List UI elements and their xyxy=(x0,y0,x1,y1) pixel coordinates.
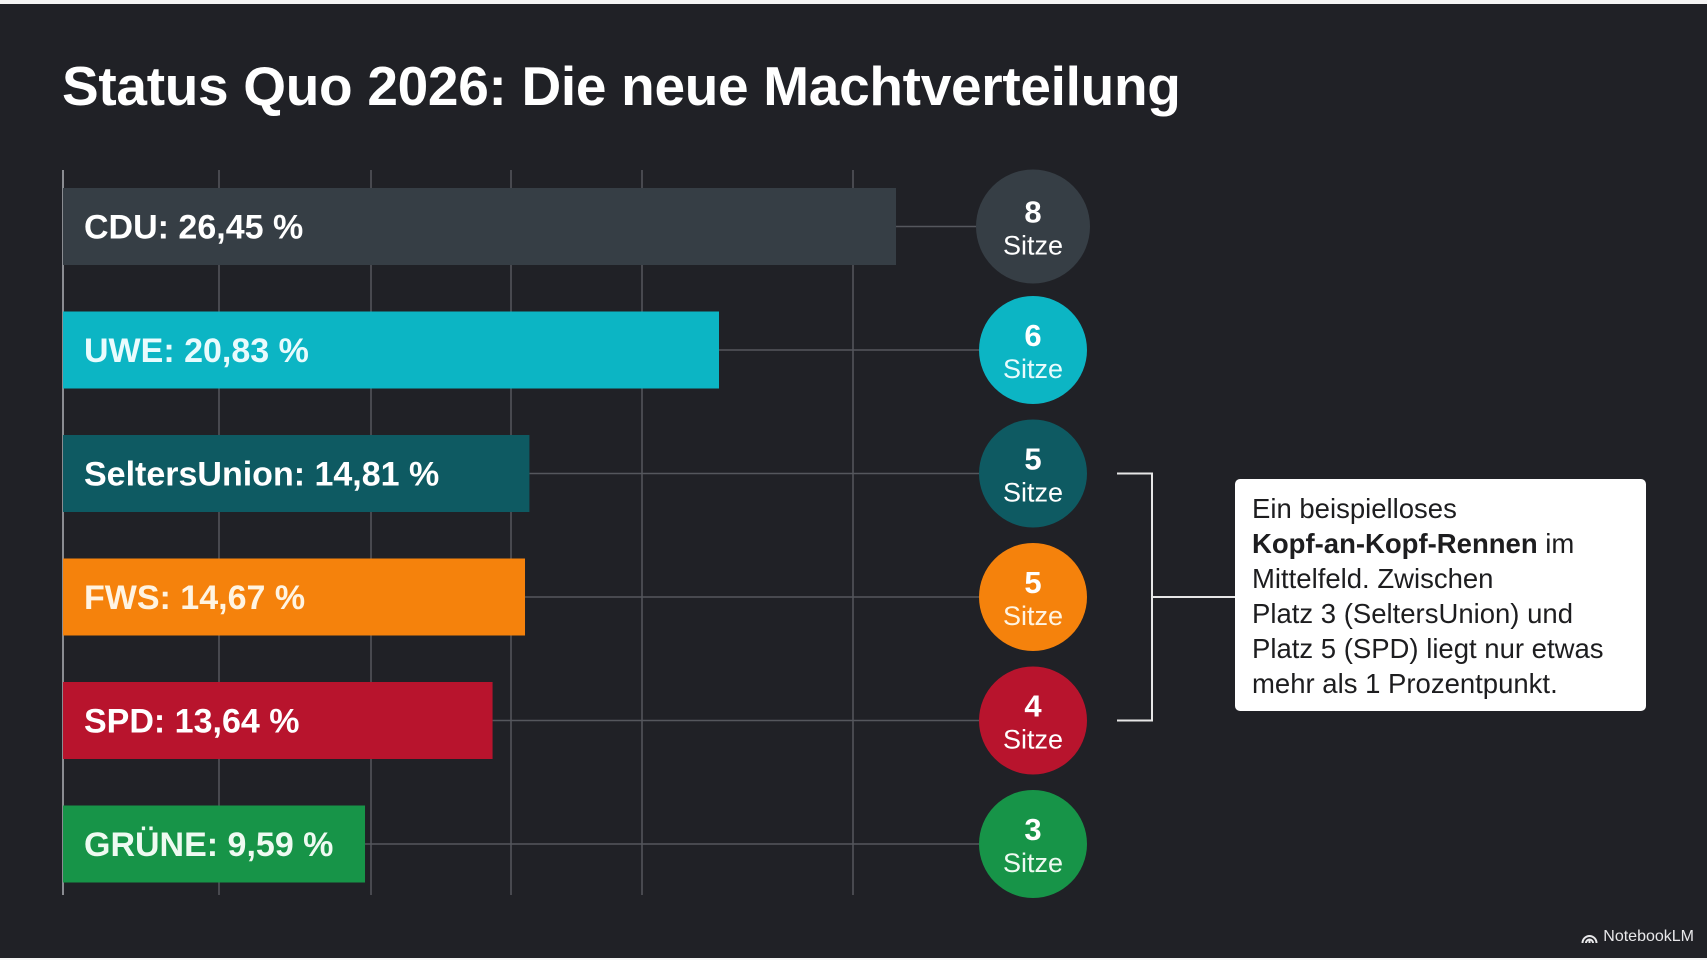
connector-lines xyxy=(365,225,979,845)
page-title: Status Quo 2026: Die neue Machtverteilun… xyxy=(62,55,1181,117)
bar-label: CDU: 26,45 % xyxy=(84,209,303,247)
annotation-line: mehr als 1 Prozentpunkt. xyxy=(1252,668,1558,699)
seat-count: 8 xyxy=(1024,195,1041,230)
seat-count: 4 xyxy=(1024,689,1042,724)
seat-count: 3 xyxy=(1024,812,1041,847)
seat-unit-label: Sitze xyxy=(1003,354,1063,384)
bar-spd xyxy=(63,682,493,759)
bar-chart: CDU: 26,45 % UWE: 20,83 % SeltersUnion: 14… xyxy=(62,169,1235,898)
seat-count: 5 xyxy=(1024,565,1041,600)
slide: Status Quo 2026: Die neue Machtverteilun… xyxy=(0,4,1707,958)
bar-fws xyxy=(63,558,526,636)
bar-label: SPD: 13,64 % xyxy=(84,703,299,741)
seat-circle xyxy=(979,790,1087,898)
annotation-line: Platz 3 (SeltersUnion) und xyxy=(1252,598,1573,629)
annotation-line: Kopf-an-Kopf-Rennen im xyxy=(1252,526,1636,561)
notebooklm-icon xyxy=(1581,935,1598,944)
annotation-line: Ein beispielloses xyxy=(1252,493,1457,524)
notebooklm-logo: NotebookLM xyxy=(1581,928,1694,946)
seat-unit-label: Sitze xyxy=(1003,848,1063,878)
annotation-box: Ein beispielloses Kopf-an-Kopf-Rennen im… xyxy=(1235,479,1646,711)
bracket-line xyxy=(1117,472,1153,722)
seat-count: 5 xyxy=(1024,442,1041,477)
bar-label: UWE: 20,83 % xyxy=(84,332,309,370)
logo-text: NotebookLM xyxy=(1603,928,1694,945)
seat-unit-label: Sitze xyxy=(1003,478,1063,508)
annotation-text: im xyxy=(1537,528,1575,559)
bar-label: SeltersUnion: 14,81 % xyxy=(84,456,439,494)
seat-circle xyxy=(979,543,1087,651)
bar-grüne xyxy=(63,805,366,883)
annotation-line: Mittelfeld. Zwischen xyxy=(1252,563,1494,594)
seat-unit-label: Sitze xyxy=(1003,725,1063,755)
seat-circle xyxy=(979,296,1087,404)
bar-seltersunion xyxy=(63,435,530,512)
group-bracket xyxy=(1117,472,1235,722)
annotation-emphasis: Kopf-an-Kopf-Rennen xyxy=(1252,528,1538,559)
bars: CDU: 26,45 % UWE: 20,83 % SeltersUnion: 14… xyxy=(63,188,896,883)
seat-unit-label: Sitze xyxy=(1003,231,1063,261)
annotation-line: Platz 5 (SPD) liegt nur etwas xyxy=(1252,633,1604,664)
grid-lines xyxy=(62,170,854,895)
seat-unit-label: Sitze xyxy=(1003,601,1063,631)
bar-cdu xyxy=(63,188,896,265)
seat-circle xyxy=(979,419,1087,528)
seat-count: 6 xyxy=(1024,318,1041,353)
bar-label: FWS: 14,67 % xyxy=(84,579,305,617)
bar-label: GRÜNE: 9,59 % xyxy=(84,826,333,864)
seat-circle xyxy=(979,666,1087,775)
bar-uwe xyxy=(63,311,720,389)
seat-circle xyxy=(976,169,1090,284)
